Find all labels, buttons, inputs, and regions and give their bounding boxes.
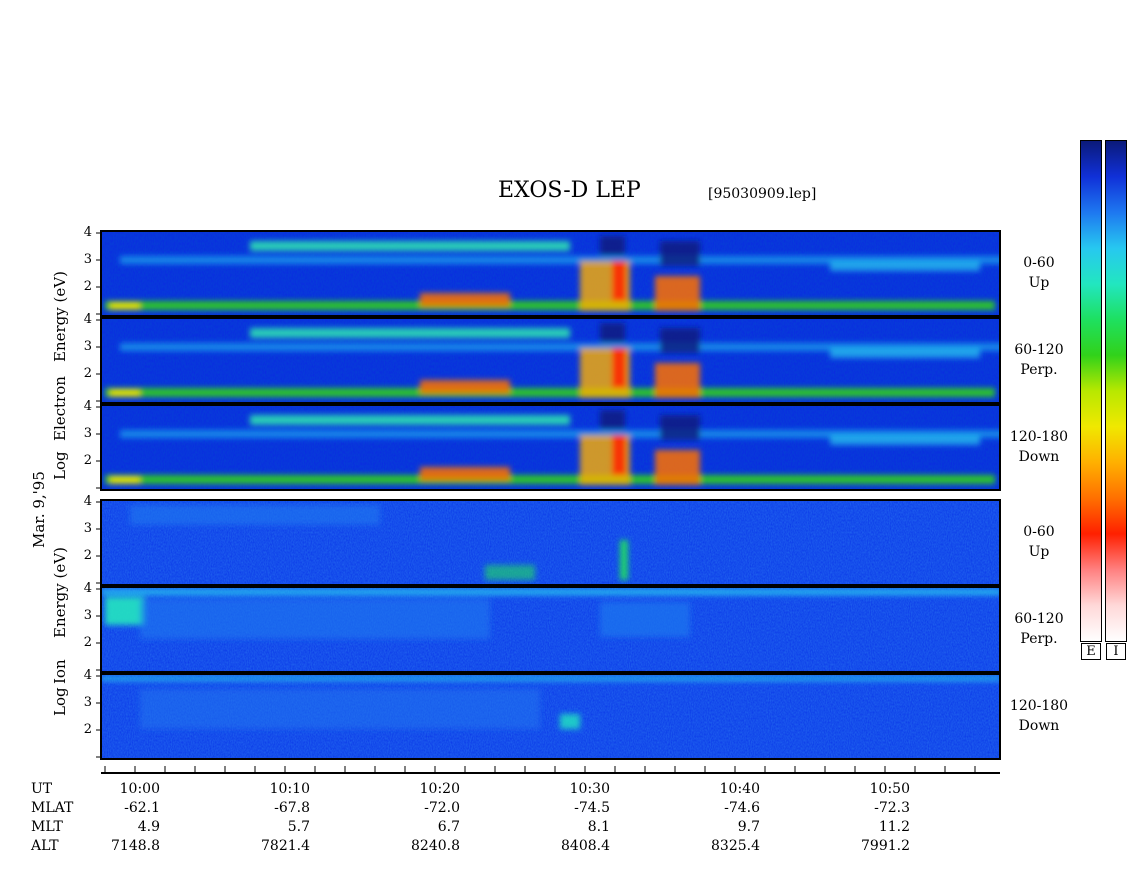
footer-value: 5.7 xyxy=(287,819,310,835)
y-tick-label: 2 xyxy=(83,635,92,650)
panel-ion-0 xyxy=(100,499,1001,586)
y-tick-label: 3 xyxy=(83,339,92,354)
panel-electron-1 xyxy=(100,317,1001,404)
channel-angle: 120-180 xyxy=(1009,698,1069,714)
x-tick-label: 10:10 xyxy=(269,781,310,797)
footer-value: 4.9 xyxy=(137,819,160,835)
y-tick-label: 4 xyxy=(83,494,92,509)
footer-ut-label: UT xyxy=(31,781,53,797)
footer-mlt-label: MLT xyxy=(31,819,63,835)
y-tick-label: 3 xyxy=(83,521,92,536)
y-tick-label: 4 xyxy=(83,668,92,683)
colorbar-label-i: I xyxy=(1106,643,1126,660)
footer-value: 8.1 xyxy=(587,819,610,835)
x-tick-label: 10:40 xyxy=(719,781,760,797)
channel-label: 0-60 Up xyxy=(1004,522,1074,562)
channel-label: 120-180 Down xyxy=(1004,427,1074,467)
panel-electron-0 xyxy=(100,230,1001,317)
channel-direction: Up xyxy=(1028,275,1050,291)
y-tick-label: 2 xyxy=(83,722,92,737)
x-tick-label: 10:50 xyxy=(869,781,910,797)
channel-angle: 0-60 xyxy=(1023,255,1055,271)
y-tick-label: 3 xyxy=(83,426,92,441)
channel-direction: Perp. xyxy=(1020,631,1058,647)
y-tick-label: 2 xyxy=(83,453,92,468)
channel-direction: Perp. xyxy=(1020,362,1058,378)
y-tick-label: 3 xyxy=(83,608,92,623)
x-tick-label: 10:30 xyxy=(569,781,610,797)
channel-label: 60-120 Perp. xyxy=(1004,609,1074,649)
channel-direction: Down xyxy=(1018,449,1060,465)
panel-electron-2 xyxy=(100,404,1001,491)
y-tick-label: 2 xyxy=(83,366,92,381)
footer-value: -72.0 xyxy=(424,800,460,816)
footer-value: -74.5 xyxy=(574,800,610,816)
channel-direction: Up xyxy=(1028,544,1050,560)
footer-value: -74.6 xyxy=(724,800,760,816)
colorbar-electron xyxy=(1080,140,1102,642)
footer-value: 7821.4 xyxy=(261,838,310,854)
file-name: [95030909.lep] xyxy=(708,186,817,202)
y-tick-label: 4 xyxy=(83,581,92,596)
x-tick-label: 10:20 xyxy=(419,781,460,797)
colorbar-ion xyxy=(1105,140,1127,642)
y-tick-label: 2 xyxy=(83,279,92,294)
footer-value: 7991.2 xyxy=(861,838,910,854)
y-tick-label: 4 xyxy=(83,312,92,327)
footer-value: 9.7 xyxy=(737,819,760,835)
panel-ion-2 xyxy=(100,673,1001,760)
y-tick-label: 4 xyxy=(83,225,92,240)
channel-label: 60-120 Perp. xyxy=(1004,340,1074,380)
channel-direction: Down xyxy=(1018,718,1060,734)
y-tick-label: 3 xyxy=(83,252,92,267)
colorbar-label-e: E xyxy=(1081,643,1101,660)
panel-ion-1 xyxy=(100,586,1001,673)
y-tick-label: 4 xyxy=(83,399,92,414)
footer-value: 8408.4 xyxy=(561,838,610,854)
footer-value: 8325.4 xyxy=(711,838,760,854)
channel-angle: 0-60 xyxy=(1023,524,1055,540)
footer-value: 7148.8 xyxy=(111,838,160,854)
channel-angle: 60-120 xyxy=(1014,611,1064,627)
y-tick-label: 3 xyxy=(83,695,92,710)
y-tick-label: 2 xyxy=(83,548,92,563)
chart-title: EXOS-D LEP xyxy=(498,178,641,203)
footer-value: -67.8 xyxy=(274,800,310,816)
channel-angle: 120-180 xyxy=(1009,429,1069,445)
channel-angle: 60-120 xyxy=(1014,342,1064,358)
footer-value: 11.2 xyxy=(878,819,910,835)
channel-label: 0-60 Up xyxy=(1004,253,1074,293)
footer-value: 8240.8 xyxy=(411,838,460,854)
x-tick-label: 10:00 xyxy=(119,781,160,797)
footer-value: 6.7 xyxy=(437,819,460,835)
footer-value: -72.3 xyxy=(874,800,910,816)
footer-mlat-label: MLAT xyxy=(31,800,74,816)
footer-value: -62.1 xyxy=(124,800,160,816)
channel-label: 120-180 Down xyxy=(1004,696,1074,736)
footer-alt-label: ALT xyxy=(31,838,59,854)
